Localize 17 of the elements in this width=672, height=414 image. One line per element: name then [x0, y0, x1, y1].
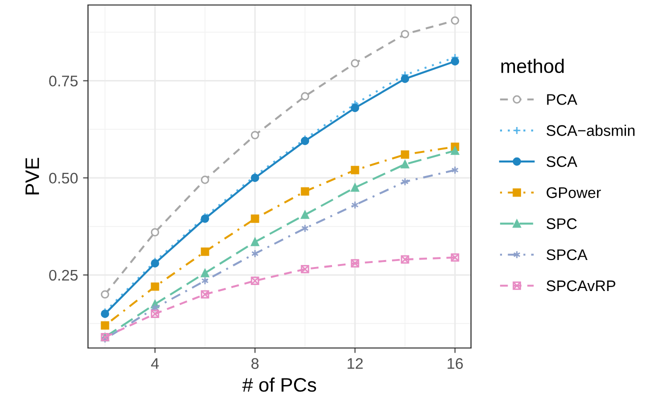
y-tick-label: 0.25 — [49, 270, 78, 281]
y-axis-title: PVE — [26, 158, 39, 194]
x-tick-label: 16 — [448, 358, 463, 369]
x-tick-label: 4 — [151, 358, 159, 369]
x-tick-label: 12 — [348, 358, 363, 369]
legend-label: SCA — [546, 156, 578, 168]
legend-label: SPC — [546, 218, 577, 230]
y-tick-label: 0.75 — [49, 76, 78, 86]
y-tick-label: 0.50 — [49, 172, 78, 184]
x-tick-label: 8 — [251, 358, 259, 369]
x-axis-title: # of PCs — [242, 378, 316, 392]
legend-label: GPower — [546, 187, 601, 198]
legend-label: SPCA — [546, 249, 588, 260]
legend-label: PCA — [547, 94, 578, 105]
legend-label: SCA−absmin — [546, 124, 634, 136]
legend-label: SPCAvRP — [546, 280, 616, 292]
legend-title: method — [501, 58, 564, 74]
